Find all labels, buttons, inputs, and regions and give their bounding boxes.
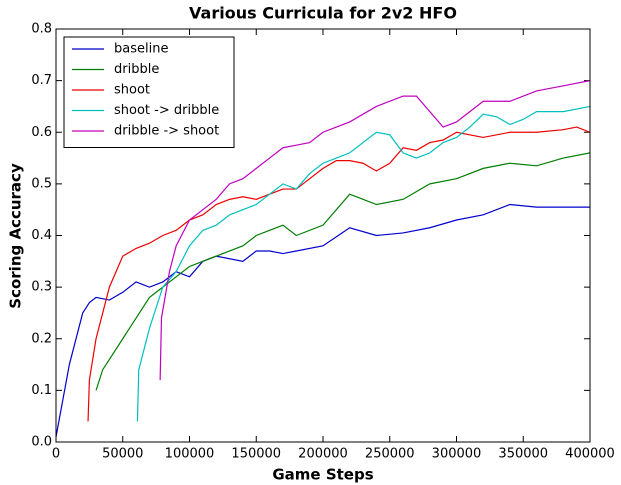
y-tick-label: 0.4 (31, 228, 52, 243)
y-tick-label: 0.3 (31, 280, 52, 295)
x-tick-label: 200000 (298, 447, 348, 462)
legend-label: dribble -> shoot (114, 124, 219, 139)
x-tick-label: 300000 (432, 447, 482, 462)
x-tick-label: 250000 (365, 447, 415, 462)
legend-label: dribble (114, 62, 159, 77)
x-tick-label: 150000 (231, 447, 281, 462)
y-tick-label: 0.8 (31, 22, 52, 37)
x-tick-label: 350000 (498, 447, 548, 462)
x-tick-label: 50000 (102, 447, 143, 462)
legend-box (63, 36, 235, 148)
y-tick-label: 0.5 (31, 176, 52, 191)
legend-label: shoot -> dribble (114, 103, 219, 118)
legend-label: shoot (114, 83, 150, 98)
legend-label: baseline (114, 42, 168, 57)
series-line (136, 105, 591, 422)
x-tick-label: 0 (52, 447, 60, 462)
x-tick-label: 100000 (165, 447, 215, 462)
x-tick-label: 400000 (565, 447, 615, 462)
y-tick-label: 0.2 (31, 331, 52, 346)
series-line (95, 152, 591, 391)
series-line (87, 126, 591, 422)
y-tick-label: 0.7 (31, 73, 52, 88)
y-tick-label: 0.1 (31, 383, 52, 398)
plot-frame (55, 28, 591, 443)
x-axis-label: Game Steps (272, 466, 373, 484)
chart-title: Various Curricula for 2v2 HFO (189, 4, 457, 23)
y-tick-label: 0.6 (31, 125, 52, 140)
series-line (55, 203, 590, 437)
y-tick-label: 0.0 (31, 435, 52, 450)
y-axis-label: Scoring Accuracy (7, 163, 25, 309)
series-line (159, 80, 591, 381)
